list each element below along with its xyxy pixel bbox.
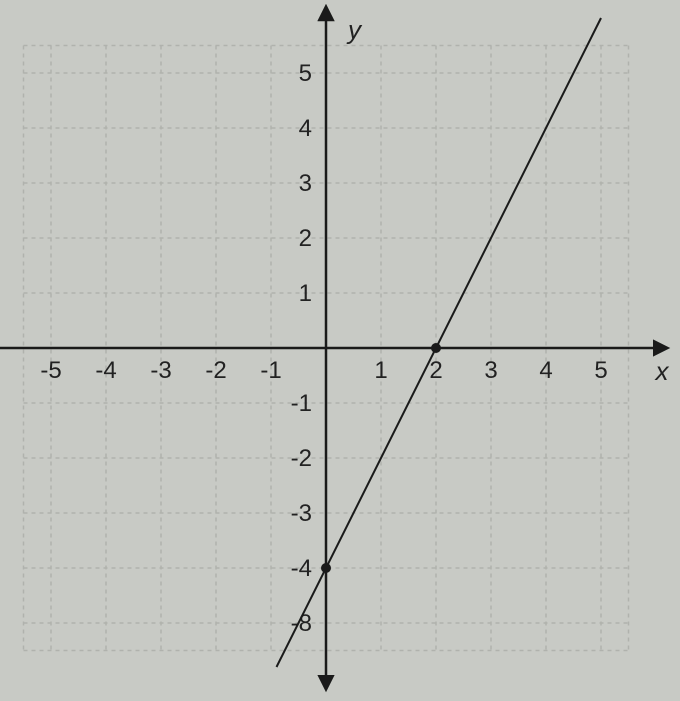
y-tick-label: -1 [291,390,312,417]
y-axis-label: y [346,15,363,45]
x-tick-label: 3 [484,357,497,384]
x-tick-label: 1 [374,357,387,384]
y-tick-label: -4 [291,555,312,582]
x-tick-label: -5 [40,357,61,384]
x-axis-label: x [654,356,670,386]
x-tick-label: -2 [205,357,226,384]
y-tick-label: -3 [291,500,312,527]
x-tick-label: 2 [429,357,442,384]
y-tick-label: 1 [299,280,312,307]
y-tick-label: 5 [299,60,312,87]
x-tick-label: 4 [539,357,552,384]
y-tick-label: -2 [291,445,312,472]
coordinate-plane-chart: -5-4-3-2-112345-8-4-3-2-112345yx [0,0,680,701]
chart-svg: -5-4-3-2-112345-8-4-3-2-112345yx [0,0,680,701]
y-tick-label: 2 [299,225,312,252]
x-tick-label: -4 [95,357,116,384]
y-tick-label: 3 [299,170,312,197]
x-tick-label: 5 [594,357,607,384]
x-tick-label: -3 [150,357,171,384]
plotted-point [431,343,441,353]
y-tick-label: 4 [299,115,312,142]
x-tick-label: -1 [260,357,281,384]
plotted-point [321,563,331,573]
